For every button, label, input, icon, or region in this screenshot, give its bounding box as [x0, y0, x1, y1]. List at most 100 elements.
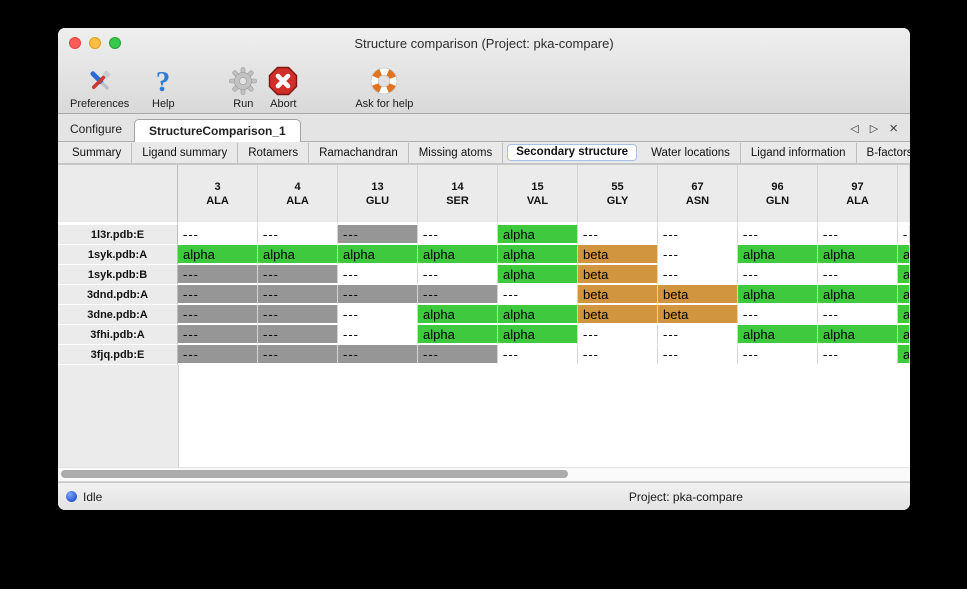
minimize-window-button[interactable] [89, 37, 101, 49]
residue-number: 67 [691, 180, 704, 193]
subtab-rotamers[interactable]: Rotamers [238, 142, 310, 163]
ss-cell-absent[interactable]: --- [178, 305, 258, 324]
horizontal-scrollbar-thumb[interactable] [61, 470, 568, 478]
ss-cell-absent[interactable]: --- [338, 285, 418, 304]
row-label: 1l3r.pdb:E [58, 225, 178, 245]
ss-cell-coil[interactable]: --- [338, 265, 418, 284]
ss-cell-alpha[interactable]: alpha [738, 325, 818, 344]
tab-prev-arrow-icon[interactable]: ◁ [850, 123, 859, 135]
ss-cell-coil[interactable]: --- [658, 325, 738, 344]
tab-configure[interactable]: Configure [70, 122, 123, 136]
column-header-14: 14 SER [418, 165, 498, 225]
ss-cell-alpha[interactable]: alpha [498, 265, 578, 284]
subtab-missing-atoms[interactable]: Missing atoms [409, 142, 504, 163]
ss-cell-coil[interactable]: --- [658, 345, 738, 364]
ss-cell-alpha[interactable]: alpha [498, 225, 578, 244]
ss-cell-coil[interactable]: --- [338, 325, 418, 344]
ss-cell-coil[interactable]: --- [578, 225, 658, 244]
ss-cell-absent[interactable]: --- [258, 265, 338, 284]
close-window-button[interactable] [69, 37, 81, 49]
ss-cell-beta[interactable]: beta [578, 305, 658, 324]
ss-cell-alpha[interactable]: alpha [418, 325, 498, 344]
ss-cell-coil[interactable]: --- [818, 265, 898, 284]
ss-cell-coil[interactable]: --- [898, 225, 910, 244]
subtab-water-locations[interactable]: Water locations [641, 142, 741, 163]
ss-cell-coil[interactable]: --- [658, 225, 738, 244]
ss-cell-absent[interactable]: --- [258, 325, 338, 344]
ss-cell-alpha[interactable]: alpha [818, 245, 898, 264]
ss-cell-alpha[interactable]: alpha [898, 345, 910, 364]
ss-cell-absent[interactable]: --- [178, 325, 258, 344]
ss-cell-absent[interactable]: --- [178, 345, 258, 364]
ss-cell-alpha[interactable]: alpha [338, 245, 418, 264]
ss-cell-absent[interactable]: --- [338, 225, 418, 244]
subtab-summary[interactable]: Summary [62, 142, 133, 163]
ss-cell-alpha[interactable]: alpha [818, 285, 898, 304]
ss-cell-beta[interactable]: beta [578, 245, 658, 264]
ss-cell-alpha[interactable]: alpha [898, 325, 910, 344]
ss-cell-alpha[interactable]: alpha [178, 245, 258, 264]
ss-cell-absent[interactable]: --- [258, 305, 338, 324]
ss-cell-coil[interactable]: --- [738, 225, 818, 244]
ss-cell-alpha[interactable]: alpha [418, 245, 498, 264]
ss-cell-coil[interactable]: --- [658, 265, 738, 284]
ss-cell-coil[interactable]: --- [498, 285, 578, 304]
ss-cell-alpha[interactable]: alpha [738, 245, 818, 264]
ss-cell-coil[interactable]: --- [418, 225, 498, 244]
ss-cell-absent[interactable]: --- [258, 285, 338, 304]
ss-cell-alpha[interactable]: alpha [498, 245, 578, 264]
subtab-ligand-summary[interactable]: Ligand summary [132, 142, 239, 163]
zoom-window-button[interactable] [109, 37, 121, 49]
horizontal-scrollbar[interactable] [58, 467, 910, 482]
ss-cell-coil[interactable]: --- [818, 345, 898, 364]
tab-close-icon[interactable]: × [889, 120, 898, 137]
toolbar-preferences-button[interactable]: Preferences [70, 65, 129, 110]
ss-cell-alpha[interactable]: alpha [498, 305, 578, 324]
ss-cell-coil[interactable]: --- [178, 225, 258, 244]
ss-cell-alpha[interactable]: alpha [898, 305, 910, 324]
toolbar-ask-for-help-button[interactable]: Ask for help [355, 65, 413, 110]
subtab-secondary-structure[interactable]: Secondary structure [507, 144, 638, 161]
tab-structurecomparison-1[interactable]: StructureComparison_1 [134, 119, 301, 142]
ss-cell-alpha[interactable]: alpha [898, 285, 910, 304]
subtab-b-factors[interactable]: B-factors [857, 143, 910, 163]
toolbar-help-button[interactable]: ? Help [147, 65, 179, 110]
ss-cell-absent[interactable]: --- [418, 345, 498, 364]
ss-cell-coil[interactable]: --- [738, 265, 818, 284]
tab-next-arrow-icon[interactable]: ▷ [869, 123, 879, 135]
ss-cell-coil[interactable]: --- [818, 305, 898, 324]
ss-cell-alpha[interactable]: alpha [738, 285, 818, 304]
residue-name: GLU [365, 194, 390, 207]
ss-cell-absent[interactable]: --- [338, 345, 418, 364]
subtab-ramachandran[interactable]: Ramachandran [309, 142, 409, 163]
ss-cell-coil[interactable]: --- [338, 305, 418, 324]
toolbar-abort-button[interactable]: Abort [267, 65, 299, 110]
ss-cell-coil[interactable]: --- [258, 225, 338, 244]
residue-name: ALA [206, 194, 229, 207]
ss-cell-coil[interactable]: --- [738, 305, 818, 324]
ss-cell-absent[interactable]: --- [258, 345, 338, 364]
ss-cell-coil[interactable]: --- [418, 265, 498, 284]
ss-cell-coil[interactable]: --- [578, 325, 658, 344]
ss-cell-coil[interactable]: --- [738, 345, 818, 364]
ss-cell-coil[interactable]: --- [578, 345, 658, 364]
ss-cell-alpha[interactable]: alpha [898, 245, 910, 264]
ss-cell-coil[interactable]: --- [818, 225, 898, 244]
ss-cell-beta[interactable]: beta [658, 305, 738, 324]
ss-cell-alpha[interactable]: alpha [818, 325, 898, 344]
ss-cell-beta[interactable]: beta [658, 285, 738, 304]
ss-cell-alpha[interactable]: alpha [418, 305, 498, 324]
gear-icon [227, 65, 259, 97]
ss-cell-coil[interactable]: --- [498, 345, 578, 364]
ss-cell-beta[interactable]: beta [578, 265, 658, 284]
ss-cell-alpha[interactable]: alpha [898, 265, 910, 284]
toolbar-run-button[interactable]: Run [227, 65, 259, 110]
ss-cell-alpha[interactable]: alpha [258, 245, 338, 264]
ss-cell-beta[interactable]: beta [578, 285, 658, 304]
ss-cell-absent[interactable]: --- [178, 285, 258, 304]
ss-cell-coil[interactable]: --- [658, 245, 738, 264]
ss-cell-absent[interactable]: --- [178, 265, 258, 284]
subtab-ligand-information[interactable]: Ligand information [741, 142, 857, 163]
ss-cell-alpha[interactable]: alpha [498, 325, 578, 344]
ss-cell-absent[interactable]: --- [418, 285, 498, 304]
